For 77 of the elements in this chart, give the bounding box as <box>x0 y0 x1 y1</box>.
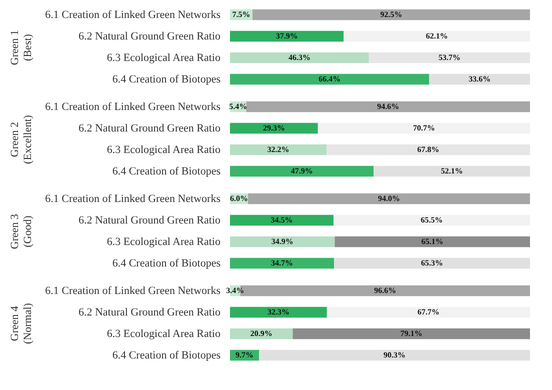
y-tick-label: 6.4 Creation of Biotopes <box>112 73 220 86</box>
data-label: 79.1% <box>400 328 422 338</box>
y-tick-label: 6.3 Ecological Area Ratio <box>106 328 221 340</box>
bar <box>230 144 327 156</box>
data-label: 65.3% <box>421 258 444 268</box>
data-label: 5.4% <box>229 102 248 111</box>
data-label: 62.1% <box>426 31 448 40</box>
data-label: 20.9% <box>250 328 272 338</box>
bar <box>230 214 334 226</box>
bar <box>230 258 334 269</box>
data-label: 34.7% <box>271 258 294 268</box>
y-tick-label: 6.1 Creation of Linked Green Networks <box>45 284 220 297</box>
data-label: 52.1% <box>440 166 463 176</box>
data-label: 34.5% <box>270 215 293 224</box>
bar <box>326 144 530 156</box>
data-label: 32.3% <box>267 307 290 316</box>
y-axis-title: Green 1 (Best) <box>9 30 34 66</box>
data-label: 90.3% <box>384 350 406 360</box>
data-label: 29.3% <box>262 123 285 132</box>
y-tick-label: 6.4 Creation of Biotopes <box>112 257 220 270</box>
y-tick-label: 6.4 Creation of Biotopes <box>112 349 220 362</box>
bar <box>374 166 530 177</box>
y-tick-label: 6.1 Creation of Linked Green Networks <box>45 100 220 113</box>
data-label: 3.4% <box>226 286 244 295</box>
bar <box>429 74 530 85</box>
bar <box>334 258 530 269</box>
bar <box>230 74 430 85</box>
data-label: 9.7% <box>236 350 254 360</box>
bar <box>230 306 327 318</box>
data-label: 66.4% <box>318 74 341 84</box>
bar <box>230 236 335 248</box>
data-label: 65.5% <box>420 215 443 224</box>
data-label: 96.6% <box>374 286 396 295</box>
bar <box>334 236 530 248</box>
data-label: 70.7% <box>412 123 435 132</box>
y-tick-label: 6.2 Natural Ground Green Ratio <box>78 122 221 134</box>
y-tick-label: 6.1 Creation of Linked Green Networks <box>45 192 220 205</box>
data-label: 46.3% <box>288 52 310 62</box>
data-label: 6.0% <box>230 194 248 203</box>
bar <box>318 122 530 134</box>
y-tick-label: 6.2 Natural Ground Green Ratio <box>78 306 221 318</box>
y-axis-title: Green 2 (Excellent) <box>9 114 34 164</box>
data-label: 67.8% <box>417 144 440 154</box>
data-label: 94.6% <box>377 102 400 111</box>
bar <box>246 101 530 112</box>
y-tick-label: 6.1 Creation of Linked Green Networks <box>45 8 220 21</box>
data-label: 92.5% <box>380 10 402 19</box>
bar <box>230 52 369 64</box>
data-label: 33.6% <box>468 74 491 84</box>
data-label: 67.7% <box>417 307 440 316</box>
bar <box>326 306 530 318</box>
data-label: 34.9% <box>271 236 294 246</box>
y-tick-label: 6.2 Natural Ground Green Ratio <box>78 214 221 226</box>
y-axis-title: Green 3 (Good) <box>9 213 34 250</box>
y-tick-label: 6.3 Ecological Area Ratio <box>106 144 221 156</box>
bar <box>259 350 530 361</box>
bar <box>230 166 374 177</box>
data-label: 53.7% <box>438 52 460 62</box>
data-label: 47.9% <box>290 166 313 176</box>
bar <box>252 9 530 20</box>
y-tick-label: 6.2 Natural Ground Green Ratio <box>78 30 221 42</box>
data-label: 32.2% <box>267 144 290 154</box>
bar <box>230 30 344 42</box>
y-tick-label: 6.3 Ecological Area Ratio <box>106 236 221 248</box>
y-axis-title: Green 4 (Normal) <box>9 302 34 344</box>
bar <box>344 30 530 42</box>
bar <box>334 214 530 226</box>
bar <box>248 193 530 204</box>
data-label: 94.0% <box>378 194 400 203</box>
data-label: 7.5% <box>232 10 250 19</box>
data-label: 37.9% <box>276 31 298 40</box>
bar <box>368 52 530 64</box>
y-tick-label: 6.4 Creation of Biotopes <box>112 165 220 178</box>
y-tick-label: 6.3 Ecological Area Ratio <box>106 52 221 64</box>
bar <box>230 122 318 134</box>
bar <box>292 328 530 340</box>
data-label: 65.1% <box>421 236 444 246</box>
